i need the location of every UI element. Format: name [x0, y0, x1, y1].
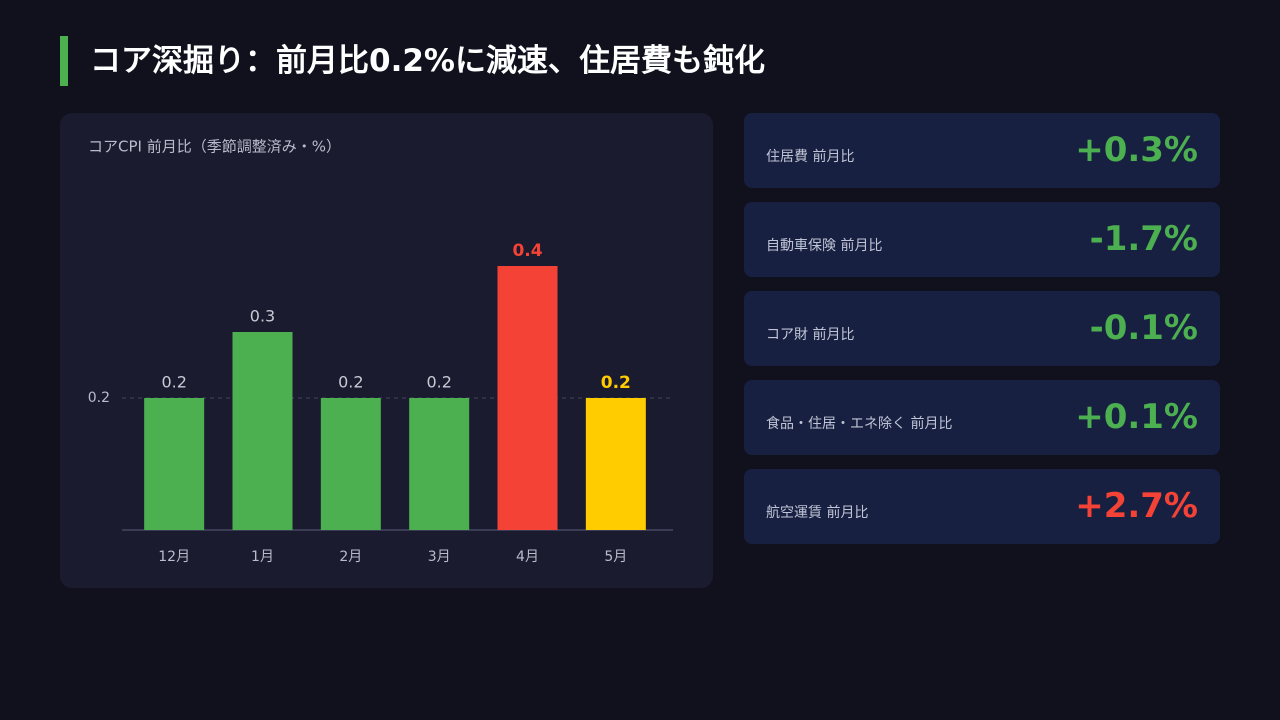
x-tick-label: 12月 — [158, 549, 190, 565]
value-label: 0.3 — [250, 307, 275, 326]
x-tick-label: 1月 — [251, 549, 274, 565]
card-label: 航空運賃 前月比 — [766, 505, 869, 521]
chart: コアCPI 前月比（季節調整済み・%） 0.2 12月 0.2 1月 0.3 2月 0.2 3… — [60, 113, 713, 588]
metric-card: 航空運賃 前月比 +2.7% — [744, 469, 1220, 544]
value-label: 0.2 — [426, 373, 451, 392]
card-value: -1.7% — [1089, 219, 1198, 259]
bar — [409, 398, 470, 530]
bar — [232, 332, 293, 530]
metric-card: 食品・住居・エネ除く 前月比 +0.1% — [744, 380, 1220, 455]
bar — [497, 266, 558, 530]
bar — [320, 398, 381, 530]
card-label: 食品・住居・エネ除く 前月比 — [766, 416, 953, 432]
card-label: 住居費 前月比 — [766, 149, 855, 165]
card-label: 自動車保険 前月比 — [766, 238, 883, 254]
title-accent — [60, 36, 68, 86]
value-label: 0.2 — [338, 373, 363, 392]
metric-card: 住居費 前月比 +0.3% — [744, 113, 1220, 188]
card-list: 住居費 前月比 +0.3% 自動車保険 前月比 -1.7% コア財 前月比 -0.1% 食品… — [744, 113, 1220, 558]
y-tick-label: 0.2 — [88, 390, 110, 406]
x-tick-label: 2月 — [339, 549, 362, 565]
card-value: -0.1% — [1089, 308, 1198, 348]
slide-title: コア深掘り：前月比0.2%に減速、住居費も鈍化 — [90, 43, 765, 79]
value-label: 0.2 — [601, 373, 631, 393]
card-value: +0.3% — [1075, 130, 1198, 170]
chart-title: コアCPI 前月比（季節調整済み・%） — [88, 138, 341, 156]
card-value: +2.7% — [1075, 486, 1198, 526]
x-tick-label: 5月 — [604, 549, 627, 565]
value-label: 0.2 — [161, 373, 186, 392]
metric-card: コア財 前月比 -0.1% — [744, 291, 1220, 366]
bar — [144, 398, 205, 530]
x-tick-label: 3月 — [428, 549, 451, 565]
x-tick-label: 4月 — [516, 549, 539, 565]
card-value: +0.1% — [1075, 397, 1198, 437]
bar — [585, 398, 646, 530]
value-label: 0.4 — [512, 241, 542, 261]
metric-card: 自動車保険 前月比 -1.7% — [744, 202, 1220, 277]
card-label: コア財 前月比 — [766, 327, 855, 343]
